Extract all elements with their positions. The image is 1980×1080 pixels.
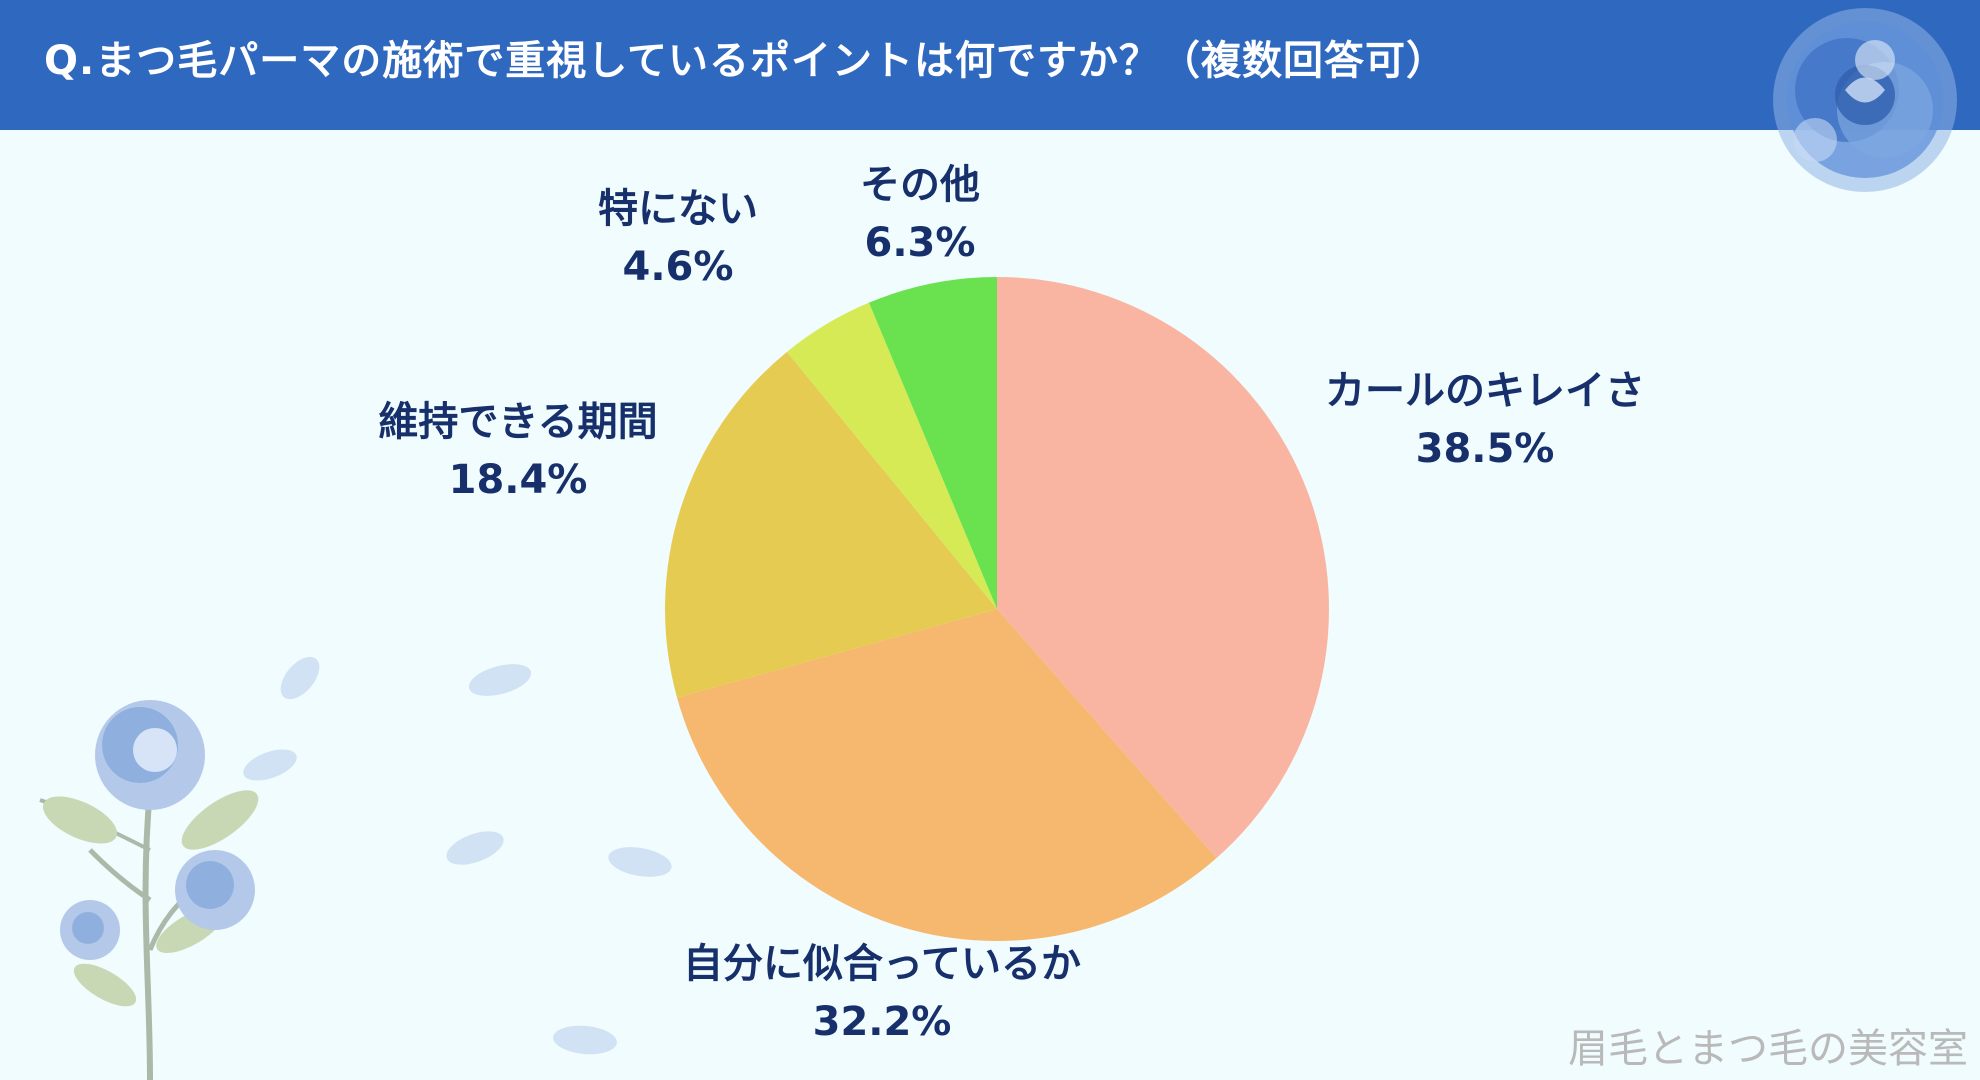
slice-label: その他 — [860, 162, 980, 208]
slice-label: 特にない — [598, 186, 758, 232]
pie-slice — [665, 351, 997, 698]
brand-watermark: 眉毛とまつ毛の美容室 — [1568, 1026, 1968, 1072]
slice-label: 自分に似合っているか — [683, 941, 1081, 987]
page-title: Q.まつ毛パーマの施術で重視しているポイントは何ですか？（複数回答可） — [44, 38, 1447, 84]
header-bar: Q.まつ毛パーマの施術で重視しているポイントは何ですか？（複数回答可） — [0, 0, 1980, 130]
slice-value-label: 4.6% — [623, 244, 734, 290]
slice-label: 維持できる期間 — [378, 399, 657, 445]
pie-slice — [868, 277, 997, 609]
slice-value-label: 38.5% — [1416, 426, 1555, 472]
slice-value-label: 6.3% — [865, 220, 976, 266]
pie-slice — [677, 609, 1217, 941]
slice-value-label: 18.4% — [449, 457, 588, 503]
pie-slice — [997, 277, 1329, 859]
pie-slice — [786, 302, 997, 609]
slice-value-label: 32.2% — [813, 999, 952, 1045]
slice-label: カールのキレイさ — [1325, 368, 1645, 414]
